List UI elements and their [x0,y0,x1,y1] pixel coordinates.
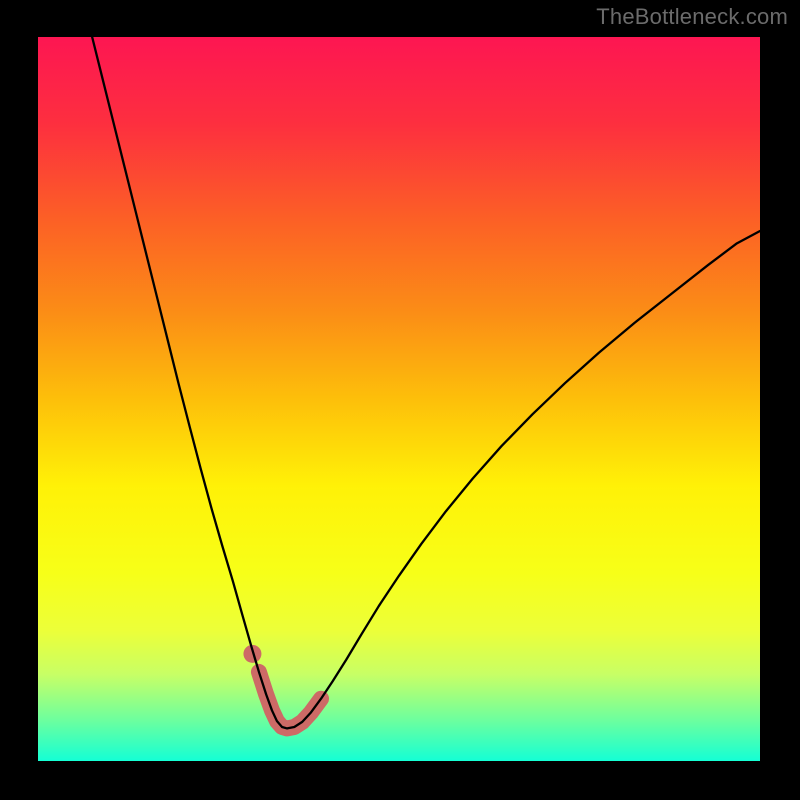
watermark-text: TheBottleneck.com [596,4,788,30]
chart-stage: TheBottleneck.com [0,0,800,800]
plot-area [38,37,760,761]
chart-svg [0,0,800,800]
